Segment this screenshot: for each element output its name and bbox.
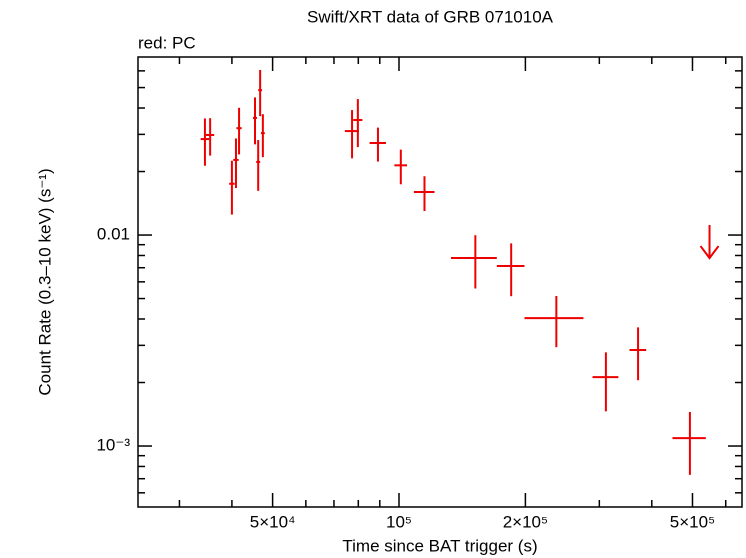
x-tick-label: 5×10⁴ bbox=[250, 512, 296, 531]
x-tick-label: 10⁵ bbox=[386, 512, 412, 531]
y-tick-label: 10⁻³ bbox=[96, 436, 130, 455]
chart-subtitle: red: PC bbox=[138, 33, 196, 52]
y-tick-label: 0.01 bbox=[97, 225, 130, 244]
plot-frame bbox=[137, 56, 743, 508]
chart-title: Swift/XRT data of GRB 071010A bbox=[307, 7, 554, 26]
x-tick-label: 5×10⁵ bbox=[670, 512, 715, 531]
x-tick-label: 2×10⁵ bbox=[503, 512, 548, 531]
upper-limit-arrow bbox=[699, 225, 720, 260]
x-axis-label: Time since BAT trigger (s) bbox=[342, 536, 537, 555]
y-axis-label: Count Rate (0.3–10 keV) (s⁻¹) bbox=[35, 168, 54, 395]
